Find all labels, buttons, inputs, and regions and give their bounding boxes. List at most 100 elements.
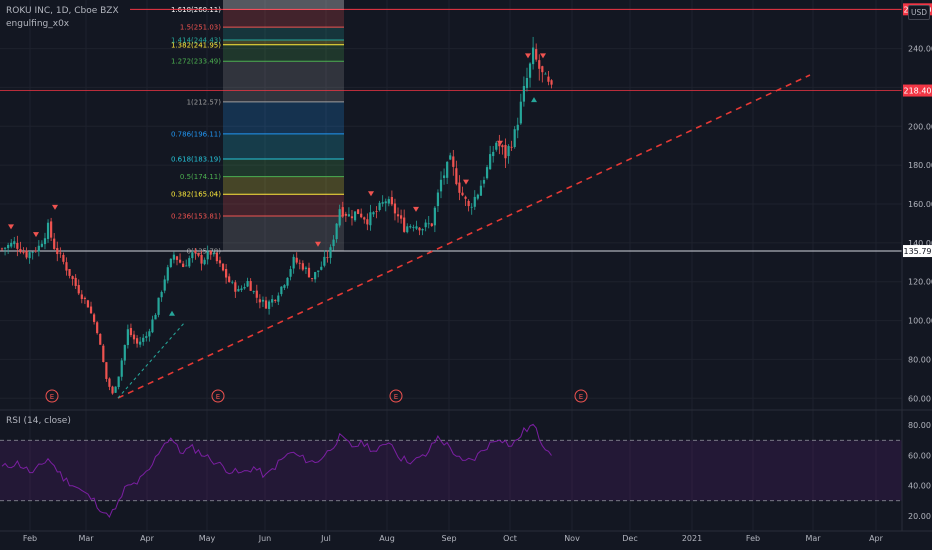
candle-body <box>470 206 473 208</box>
price-label-text: 135.79 <box>904 247 932 256</box>
fib-zone <box>223 133 344 159</box>
candle-body <box>461 192 464 196</box>
candle-body <box>547 76 550 82</box>
candle-body <box>295 257 298 263</box>
time-tick-label: Sep <box>441 534 456 543</box>
candle-body <box>212 252 215 255</box>
time-tick-label: 2021 <box>682 534 702 543</box>
fib-zone <box>223 194 344 217</box>
fib-base-line <box>117 321 186 399</box>
time-tick-label: Aug <box>379 534 395 543</box>
candle-body <box>439 179 443 192</box>
candle-body <box>519 101 522 124</box>
candle-body <box>34 250 37 252</box>
candle-body <box>139 341 142 345</box>
rsi-legend[interactable]: RSI (14, close) <box>6 416 71 426</box>
candle-body <box>166 267 169 281</box>
fib-zone <box>223 39 344 45</box>
candle-body <box>375 211 378 212</box>
candle-body <box>188 258 191 267</box>
rsi-pane <box>0 423 902 518</box>
candle-body <box>274 299 277 301</box>
candle-body <box>378 202 381 211</box>
candle-body <box>286 277 289 286</box>
candle-body <box>56 247 59 255</box>
candle-body <box>19 249 22 253</box>
candle-body <box>396 214 400 217</box>
price-tick-label: 160.00 <box>908 200 932 209</box>
candle-body <box>258 299 261 303</box>
candle-body <box>71 276 74 280</box>
candle-body <box>326 257 329 259</box>
candle-body <box>403 217 406 232</box>
indicator-legend[interactable]: engulfing_x0x <box>6 19 70 29</box>
candle-body <box>430 223 433 226</box>
fib-level-label: 0.786(196.11) <box>171 130 221 138</box>
fib-zone <box>223 44 344 62</box>
candle-body <box>522 86 525 102</box>
candle-body <box>3 247 7 249</box>
grid-lines <box>0 0 902 531</box>
candle-body <box>142 337 145 342</box>
candle-body <box>200 254 203 264</box>
candle-body <box>0 248 4 250</box>
candle-body <box>37 245 40 252</box>
horizontal-lines[interactable] <box>0 8 902 252</box>
candle-body <box>16 242 19 249</box>
bearish-engulfing-icon <box>52 204 58 210</box>
candle-body <box>544 73 547 75</box>
candle-body <box>105 362 108 379</box>
candle-body <box>332 239 335 247</box>
earnings-marker-label: E <box>579 393 583 401</box>
candle-body <box>240 288 243 291</box>
candle-body <box>369 212 372 226</box>
candle-body <box>384 201 387 204</box>
candle-body <box>255 290 258 298</box>
candle-body <box>458 182 461 193</box>
candle-body <box>421 229 424 231</box>
candle-body <box>108 378 111 387</box>
bearish-engulfing-icon <box>413 206 419 212</box>
fib-level-label: 0.382(165.04) <box>171 191 221 199</box>
candle-body <box>372 212 375 215</box>
candle-body <box>412 227 415 228</box>
rsi-tick-label: 80.00 <box>908 421 931 430</box>
candle-body <box>86 300 90 308</box>
candle-body <box>209 251 212 255</box>
fib-zone <box>223 9 344 28</box>
candle-body <box>25 250 28 258</box>
candle-body <box>234 282 237 292</box>
candle-body <box>123 345 126 361</box>
candle-body <box>215 252 218 262</box>
earnings-marker-label: E <box>394 393 398 401</box>
price-tick-label: 60.00 <box>908 394 931 403</box>
candle-body <box>243 287 246 289</box>
price-label-text: 218.40 <box>904 87 932 96</box>
symbol-title[interactable]: ROKU INC, 1D, Cboe BZX <box>6 6 119 16</box>
price-label-badge <box>903 245 932 258</box>
earnings-marker-icon <box>389 389 403 403</box>
candle-body <box>467 200 470 207</box>
candle-body <box>129 328 133 336</box>
currency-button[interactable]: USD <box>908 5 930 20</box>
earnings-marker-icon <box>211 389 225 403</box>
candle-body <box>418 227 421 231</box>
candle-body <box>206 251 209 260</box>
fib-zone <box>223 27 344 40</box>
candle-body <box>191 252 194 259</box>
candle-body <box>476 194 479 199</box>
time-tick-label: Nov <box>564 534 580 543</box>
fibonacci-extension[interactable]: 1.618(260.11) 1.5(251.03) 1.414(244.43)1.3… <box>171 0 344 256</box>
trend-line[interactable] <box>117 74 811 399</box>
candle-body <box>498 143 501 147</box>
candle-body <box>160 291 163 298</box>
candle-body <box>516 124 519 131</box>
candle-body <box>62 254 65 262</box>
candle-body <box>307 267 311 278</box>
candle-body <box>350 216 354 219</box>
bearish-engulfing-icon <box>540 53 546 59</box>
price-tick-label: 120.00 <box>908 278 932 287</box>
